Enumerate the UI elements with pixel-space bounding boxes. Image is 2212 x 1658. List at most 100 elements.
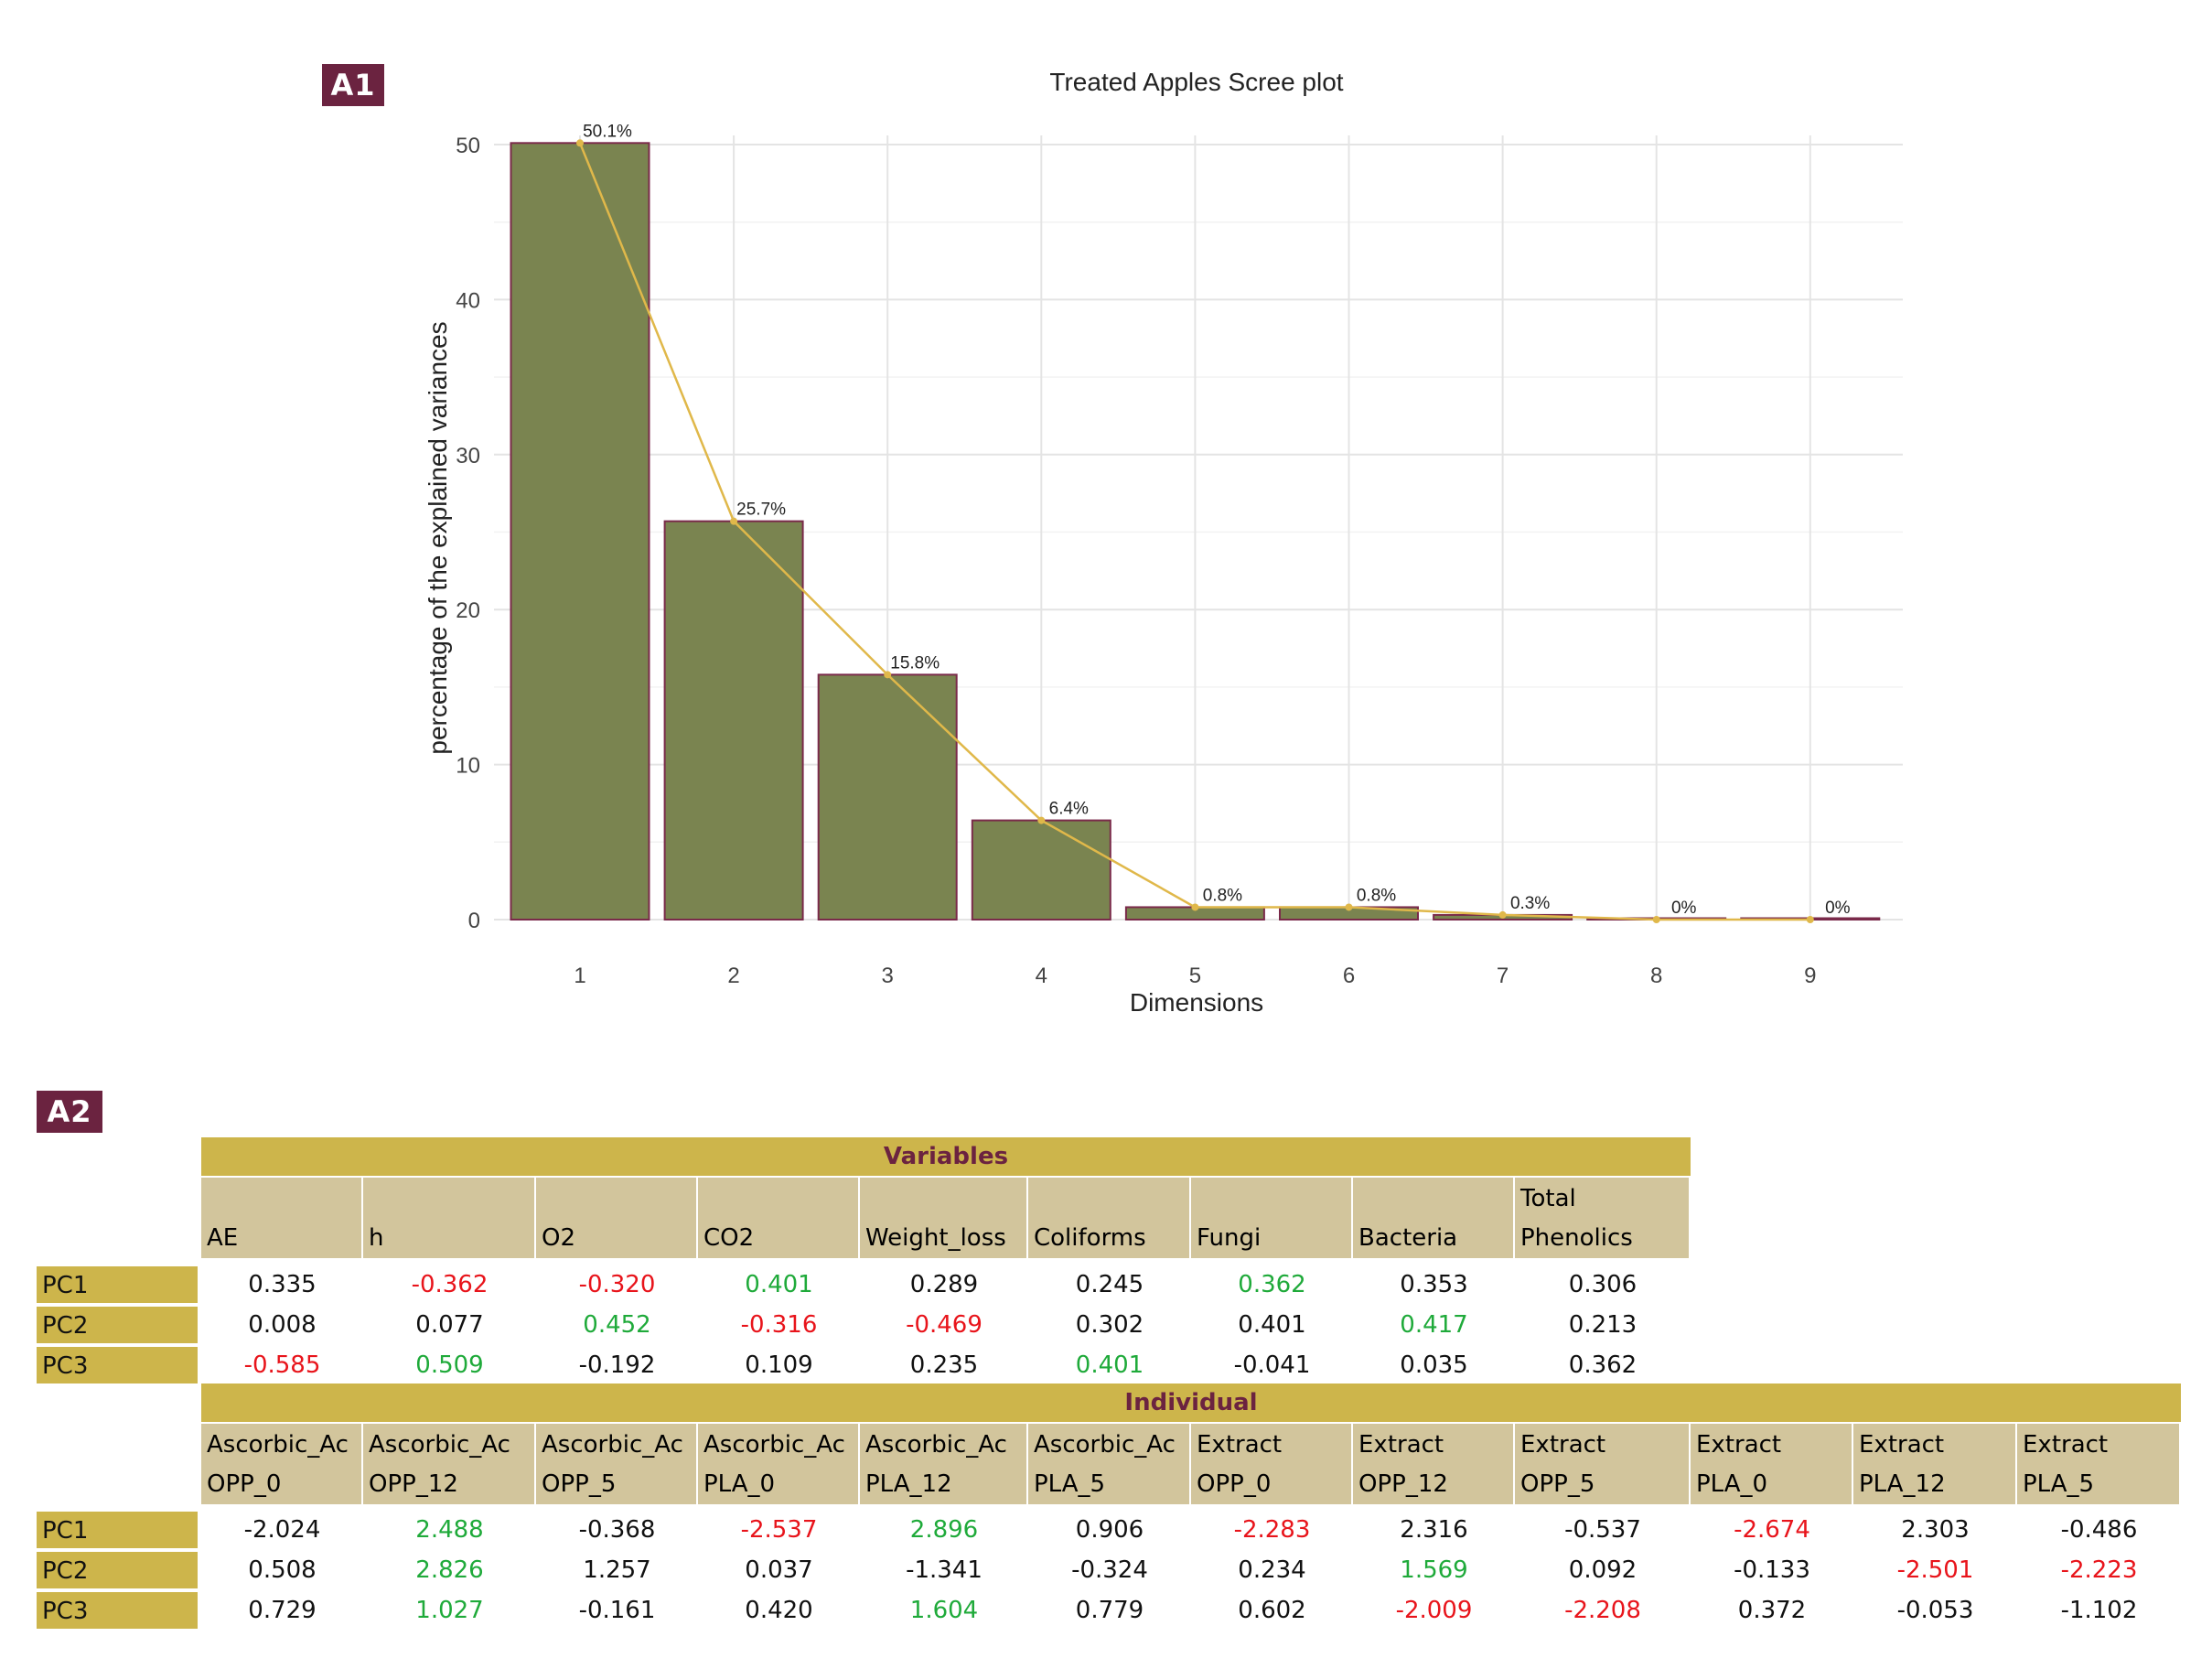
table-cell: 0.335	[248, 1271, 317, 1298]
table-cell: -2.223	[2060, 1556, 2138, 1584]
table-cell: 2.488	[415, 1516, 484, 1544]
y-tick-label: 40	[456, 288, 480, 313]
table-cell: 0.362	[1238, 1271, 1306, 1298]
table-cell: 0.401	[1238, 1311, 1306, 1339]
table-cell: 0.037	[745, 1556, 813, 1584]
column-header: Bacteria	[1353, 1178, 1513, 1258]
data-label: 25.7%	[736, 501, 786, 520]
table-cell: -0.324	[1071, 1556, 1148, 1584]
column-header: AE	[201, 1178, 361, 1258]
table-cell: -2.208	[1564, 1597, 1641, 1624]
data-label: 0.3%	[1510, 894, 1550, 913]
table-cell: 0.092	[1568, 1556, 1638, 1584]
data-label: 50.1%	[583, 122, 632, 141]
column-header: Fungi	[1191, 1178, 1351, 1258]
line-point	[1345, 903, 1353, 911]
column-header: Extract PLA_12	[1853, 1424, 2015, 1504]
table-cell: -0.486	[2060, 1516, 2138, 1544]
line-point	[1191, 903, 1199, 911]
row-label: PC2	[37, 1552, 198, 1588]
x-tick-label: 8	[1650, 964, 1662, 988]
column-header: Ascorbic_Ac PLA_5	[1028, 1424, 1189, 1504]
table-cell: 0.401	[1075, 1351, 1144, 1379]
table-cell: -2.283	[1233, 1516, 1311, 1544]
table-cell: -0.362	[411, 1271, 489, 1298]
table-cell: -2.009	[1395, 1597, 1473, 1624]
table-cell: 0.452	[583, 1311, 651, 1339]
line-point	[1652, 916, 1660, 923]
table-cell: -0.192	[578, 1351, 656, 1379]
line-point	[730, 517, 738, 525]
y-tick-label: 0	[468, 909, 480, 933]
column-header: CO2	[698, 1178, 858, 1258]
line-point	[1806, 916, 1814, 923]
table-cell: 1.027	[415, 1597, 484, 1624]
y-tick-label: 20	[456, 598, 480, 623]
table-cell: 2.896	[909, 1516, 979, 1544]
table-cell: 0.213	[1568, 1311, 1638, 1339]
x-tick-label: 2	[727, 964, 739, 988]
table-cell: -0.053	[1896, 1597, 1974, 1624]
table-cell: 0.508	[248, 1556, 317, 1584]
y-tick-label: 50	[456, 134, 480, 158]
row-label: PC1	[37, 1266, 198, 1303]
column-header: Extract OPP_12	[1353, 1424, 1513, 1504]
column-header: Extract OPP_0	[1191, 1424, 1351, 1504]
table-cell: -0.537	[1564, 1516, 1641, 1544]
row-label: PC3	[37, 1347, 198, 1383]
table-cell: 0.602	[1238, 1597, 1306, 1624]
column-header: Ascorbic_Ac OPP_12	[363, 1424, 534, 1504]
table-cell: -1.341	[906, 1556, 983, 1584]
line-point	[1037, 816, 1046, 824]
x-tick-label: 7	[1497, 964, 1509, 988]
row-label: PC2	[37, 1307, 198, 1343]
table-cell: 0.779	[1075, 1597, 1144, 1624]
column-header: Ascorbic_Ac PLA_0	[698, 1424, 858, 1504]
table-cell: 0.077	[415, 1311, 484, 1339]
x-tick-label: 3	[882, 964, 894, 988]
table-cell: 0.362	[1568, 1351, 1638, 1379]
table-cell: 0.906	[1075, 1516, 1144, 1544]
table-cell: -0.041	[1233, 1351, 1311, 1379]
data-label: 6.4%	[1049, 800, 1089, 819]
bar	[663, 520, 804, 921]
table-cell: 0.245	[1075, 1271, 1144, 1298]
table-cell: -2.674	[1734, 1516, 1810, 1544]
data-label: 0.8%	[1357, 886, 1396, 905]
table-cell: 0.289	[909, 1271, 979, 1298]
table-cell: -0.316	[740, 1311, 818, 1339]
column-header: Coliforms	[1028, 1178, 1189, 1258]
table-cell: 1.569	[1400, 1556, 1468, 1584]
table-cell: 0.372	[1737, 1597, 1807, 1624]
data-label: 0.8%	[1203, 886, 1242, 905]
table-cell: -2.537	[740, 1516, 818, 1544]
bar	[971, 819, 1111, 921]
table-cell: 0.420	[745, 1597, 813, 1624]
y-tick-label: 30	[456, 444, 480, 468]
table-cell: -0.161	[578, 1597, 656, 1624]
table-cell: 0.417	[1400, 1311, 1468, 1339]
table-cell: -0.469	[906, 1311, 983, 1339]
table-cell: 2.316	[1400, 1516, 1468, 1544]
table-cell: 1.604	[909, 1597, 979, 1624]
table-cell: -0.320	[578, 1271, 656, 1298]
table-cell: -0.368	[578, 1516, 656, 1544]
column-header: h	[363, 1178, 534, 1258]
x-tick-label: 4	[1036, 964, 1047, 988]
column-header: Extract PLA_5	[2017, 1424, 2179, 1504]
line-point	[884, 671, 892, 679]
panel-a2-badge: A2	[37, 1091, 102, 1133]
table-cell: -2.024	[243, 1516, 321, 1544]
table-cell: -2.501	[1896, 1556, 1974, 1584]
chart-title: Treated Apples Scree plot	[1049, 68, 1343, 96]
column-header: Extract PLA_0	[1691, 1424, 1852, 1504]
x-tick-label: 6	[1343, 964, 1355, 988]
column-header: Ascorbic_Ac PLA_12	[860, 1424, 1026, 1504]
x-tick-label: 1	[574, 964, 585, 988]
x-axis-label: Dimensions	[1130, 988, 1263, 1017]
table-cell: 2.303	[1901, 1516, 1970, 1544]
y-tick-label: 10	[456, 754, 480, 779]
scree-plot: 50.1% 25.7% 15.8% 6.4% 0.8% 0.8% 0.3% 0% 0% 0 10 2…	[424, 68, 1903, 1017]
table-cell: 0.302	[1075, 1311, 1144, 1339]
table-cell: 1.257	[583, 1556, 651, 1584]
